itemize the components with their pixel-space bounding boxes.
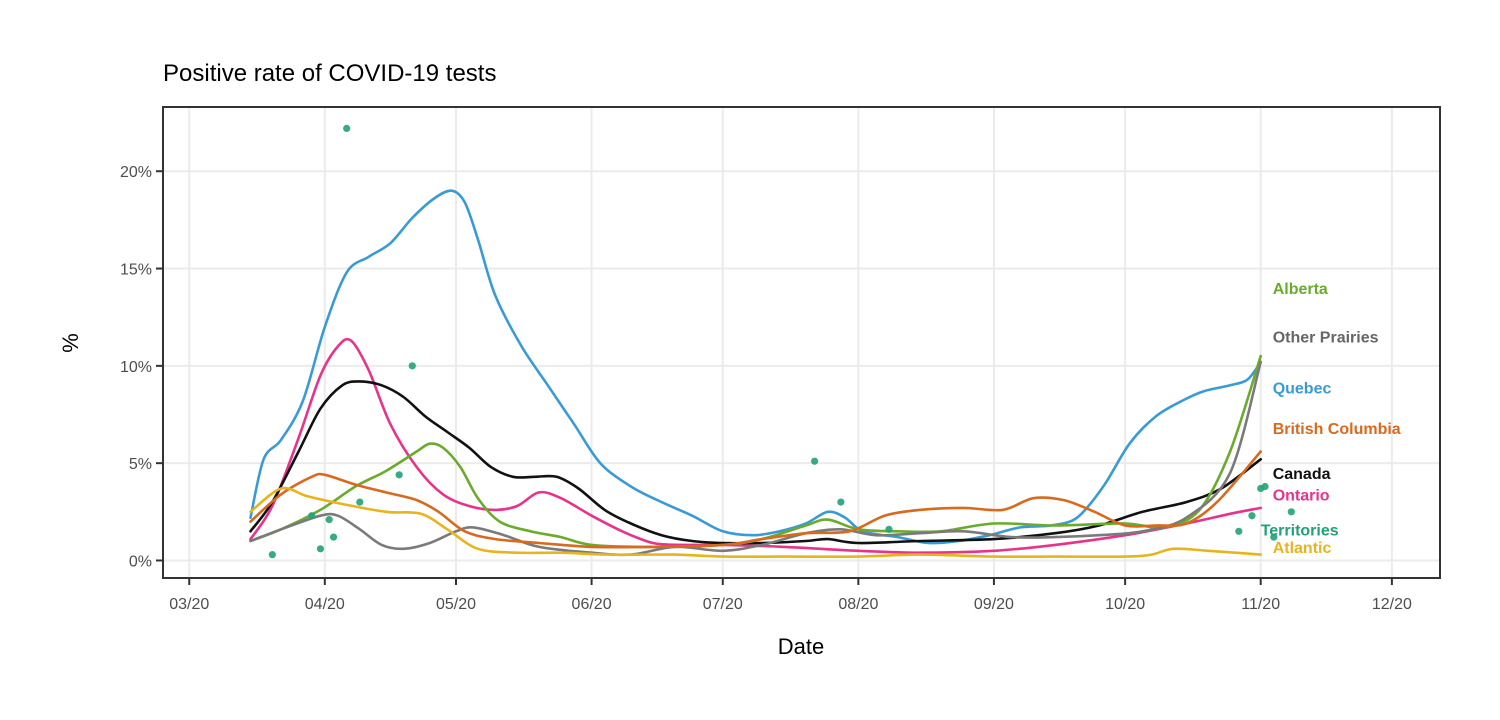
territories-points: [268, 124, 1295, 559]
y-tick-label: 0%: [129, 553, 152, 570]
series-label-quebec: Quebec: [1273, 380, 1332, 397]
x-tick-label: 05/20: [436, 596, 476, 613]
y-tick-label: 10%: [120, 359, 152, 376]
territories-point: [408, 362, 416, 370]
x-tick-label: 04/20: [305, 596, 345, 613]
series-label-territories: Territories: [1261, 522, 1339, 539]
series-line-other-prairies: [249, 360, 1262, 557]
territories-point: [1235, 527, 1243, 535]
series-line-ontario: [249, 337, 1262, 554]
territories-point: [395, 471, 403, 479]
series-label-ontario: Ontario: [1273, 487, 1330, 504]
territories-point: [356, 498, 364, 506]
x-tick-label: 12/20: [1372, 596, 1412, 613]
territories-point: [1248, 512, 1256, 520]
territories-point: [837, 498, 845, 506]
y-tick-label: 15%: [120, 262, 152, 279]
series-label-canada: Canada: [1273, 466, 1331, 483]
series-label-other-prairies: Other Prairies: [1273, 330, 1379, 347]
x-tick-label: 08/20: [838, 596, 878, 613]
territories-point: [343, 124, 351, 133]
territories-point: [885, 525, 893, 533]
x-axis: 03/20 04/20 05/20 06/20 07/20 08/20 09/20 10/20…: [169, 578, 1412, 613]
plot-panel-border: [162, 106, 1441, 579]
x-tick-label: 06/20: [572, 596, 612, 613]
territories-point: [308, 512, 316, 520]
series-line-quebec: [249, 189, 1262, 545]
x-tick-label: 10/20: [1105, 596, 1145, 613]
territories-point: [811, 457, 819, 465]
series-line-british-columbia: [249, 450, 1262, 549]
territories-point: [1270, 533, 1278, 541]
chart-title: Positive rate of COVID-19 tests: [163, 60, 496, 87]
y-tick-label: 5%: [129, 456, 152, 473]
x-tick-label: 11/20: [1241, 596, 1280, 613]
territories-point: [316, 545, 325, 553]
series-line-canada: [249, 380, 1262, 545]
territories-point: [325, 516, 333, 524]
territories-point: [329, 533, 338, 541]
y-tick-label: 20%: [120, 164, 152, 181]
y-axis-title: %: [58, 333, 83, 353]
series-label-alberta: Alberta: [1273, 281, 1328, 298]
series-line-atlantic: [249, 486, 1262, 559]
y-axis: 0% 5% 10% 15% 20%: [120, 164, 163, 570]
series-label-atlantic: Atlantic: [1273, 540, 1332, 557]
territories-point: [1287, 508, 1295, 516]
series-labels: Alberta Other Prairies Quebec British Colum…: [1261, 281, 1401, 557]
x-axis-title: Date: [778, 634, 824, 659]
x-tick-label: 03/20: [169, 596, 209, 613]
series-label-british-columbia: British Columbia: [1273, 421, 1401, 438]
territories-point: [1261, 482, 1269, 491]
x-tick-label: 07/20: [703, 596, 743, 613]
territories-point: [268, 551, 276, 559]
grid: [163, 107, 1440, 578]
x-tick-label: 09/20: [974, 596, 1014, 613]
series-lines: [249, 189, 1262, 559]
